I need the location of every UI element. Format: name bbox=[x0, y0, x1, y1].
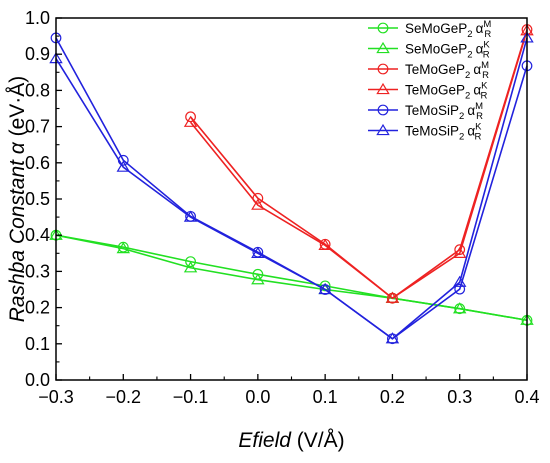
data-point bbox=[452, 246, 467, 258]
legend-alpha: α bbox=[467, 103, 475, 118]
data-point bbox=[454, 244, 466, 256]
x-tick-label: 0.1 bbox=[313, 387, 338, 407]
y-tick-label: 0.8 bbox=[25, 80, 50, 100]
legend-formula: TeMoGeP bbox=[405, 62, 465, 77]
legend-alpha: α bbox=[473, 83, 481, 98]
series-4 bbox=[50, 32, 533, 345]
y-tick-label: 0.4 bbox=[25, 225, 50, 245]
x-axis-title-italic: Efield bbox=[238, 429, 292, 452]
legend-superscript: M bbox=[483, 19, 491, 30]
data-point bbox=[318, 282, 332, 295]
y-axis-title: Rashba Constant α (eV·Å) bbox=[6, 76, 29, 323]
y-tick-label: 0.3 bbox=[25, 261, 50, 281]
y-tick-label: 0.7 bbox=[25, 117, 50, 137]
y-tick-label: 0.9 bbox=[25, 44, 50, 64]
legend-alpha: α bbox=[473, 62, 481, 77]
legend-entry: SeMoGeP2 αK R bbox=[405, 40, 490, 61]
legend-entry: TeMoGeP2 αK R bbox=[405, 81, 488, 102]
y-tick-label: 1.0 bbox=[25, 8, 50, 28]
legend-formula: SeMoGeP bbox=[405, 42, 467, 57]
data-point bbox=[319, 280, 331, 292]
x-axis-title: Efield (V/Å) bbox=[238, 429, 344, 452]
legend-subscript-r: R bbox=[483, 50, 490, 61]
x-tick-label: −0.1 bbox=[173, 387, 209, 407]
legend-marker bbox=[377, 63, 389, 75]
legend-marker bbox=[377, 104, 389, 116]
legend-subscript: 2 bbox=[459, 132, 464, 143]
legend-formula: TeMoSiP bbox=[405, 124, 459, 139]
x-tick-label: 0.0 bbox=[245, 387, 270, 407]
legend-superscript: M bbox=[475, 101, 483, 112]
legend-superscript: M bbox=[481, 60, 489, 71]
y-tick-label: 0.6 bbox=[25, 153, 50, 173]
series-line bbox=[55, 234, 528, 322]
series-3 bbox=[183, 24, 534, 303]
series-line bbox=[189, 30, 528, 300]
x-tick-label: −0.2 bbox=[106, 387, 142, 407]
legend-superscript: K bbox=[483, 40, 490, 51]
data-point bbox=[183, 261, 198, 273]
data-point bbox=[318, 238, 332, 250]
legend-subscript-r: R bbox=[482, 70, 489, 81]
legend-subscript-r: R bbox=[480, 91, 487, 102]
legend-marker bbox=[376, 82, 390, 95]
legend-subscript: 2 bbox=[467, 29, 472, 40]
data-point bbox=[385, 332, 400, 344]
x-tick-label: −0.3 bbox=[38, 387, 74, 407]
legend-superscript: K bbox=[475, 122, 482, 133]
legend-formula: TeMoGeP bbox=[405, 83, 465, 98]
legend-marker bbox=[376, 123, 390, 136]
data-point bbox=[452, 275, 467, 287]
y-tick-label: 0.2 bbox=[25, 298, 50, 318]
legend-subscript-r: R bbox=[484, 29, 491, 40]
x-tick-label: 0.3 bbox=[447, 387, 472, 407]
data-point bbox=[183, 115, 198, 127]
legend-subscript: 2 bbox=[465, 70, 470, 81]
legend-subscript-r: R bbox=[476, 111, 483, 122]
legend-alpha: α bbox=[476, 21, 484, 36]
data-point bbox=[251, 273, 265, 285]
legend-superscript: K bbox=[481, 81, 488, 92]
y-tick-label: 0.0 bbox=[25, 370, 50, 390]
y-axis-title-unit: (eV·Å) bbox=[6, 76, 29, 143]
legend-alpha: α bbox=[467, 124, 475, 139]
data-point bbox=[452, 302, 467, 314]
legend-subscript: 2 bbox=[465, 91, 470, 102]
data-point bbox=[454, 283, 466, 295]
legend-alpha: α bbox=[476, 42, 484, 57]
legend-entry: TeMoSiP2 αK R bbox=[405, 122, 482, 143]
ticks-layer: −0.3 −0.2 −0.1 0.0 0.1 0.2 0.3 0.4 0.0 0.1 0.2 0.3 0… bbox=[25, 8, 540, 407]
data-point bbox=[185, 111, 196, 123]
series-layer bbox=[49, 24, 534, 345]
legend-entry: TeMoGeP2 αM R bbox=[405, 60, 489, 81]
y-axis-title-italic: Rashba Constant α bbox=[6, 141, 29, 322]
x-tick-label: 0.2 bbox=[380, 387, 405, 407]
legend-subscript: 2 bbox=[459, 111, 464, 122]
y-tick-label: 0.5 bbox=[25, 189, 50, 209]
legend-marker bbox=[376, 41, 390, 54]
series-line bbox=[55, 37, 528, 340]
legend-entry: TeMoSiP2 αM R bbox=[405, 101, 483, 122]
legend-formula: TeMoSiP bbox=[405, 103, 459, 118]
data-point bbox=[116, 242, 131, 254]
data-point bbox=[251, 246, 265, 258]
legend-subscript: 2 bbox=[467, 50, 472, 61]
legend-formula: SeMoGeP bbox=[405, 21, 467, 36]
data-point bbox=[251, 198, 265, 210]
data-point bbox=[385, 291, 400, 303]
x-tick-label: 0.4 bbox=[514, 387, 539, 407]
y-tick-label: 0.1 bbox=[25, 334, 50, 354]
x-axis-title-unit: (V/Å) bbox=[291, 429, 345, 452]
legend-entry: SeMoGeP2 αM R bbox=[405, 19, 491, 40]
data-point bbox=[185, 256, 196, 268]
series-5 bbox=[49, 31, 534, 344]
data-point bbox=[183, 210, 198, 222]
legend-marker bbox=[377, 22, 389, 34]
legend-subscript-r: R bbox=[474, 132, 481, 143]
data-point bbox=[116, 160, 131, 172]
